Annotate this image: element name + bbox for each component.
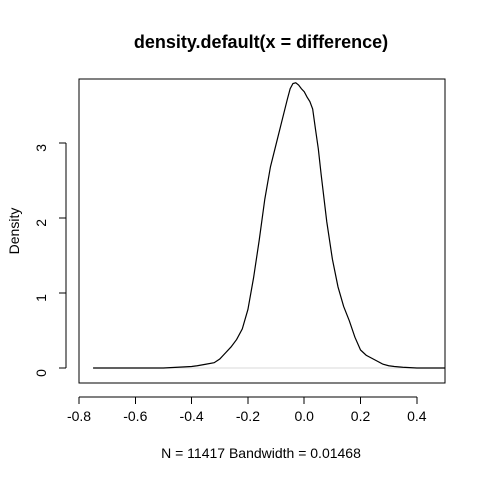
plot-area-frame <box>78 78 446 384</box>
x-tick-label: -0.2 <box>236 408 260 424</box>
y-axis: 0 1 2 3 <box>33 142 67 377</box>
x-tick-label: 0.4 <box>407 408 427 424</box>
y-tick-label: 0 <box>33 369 49 377</box>
y-tick-label: 2 <box>33 219 49 227</box>
x-tick-label: -0.6 <box>123 408 147 424</box>
x-tick-label: 0.0 <box>294 408 314 424</box>
series-group <box>93 82 445 369</box>
x-axis-label: N = 11417 Bandwidth = 0.01468 <box>161 445 361 461</box>
x-tick-label: 0.2 <box>351 408 371 424</box>
density-curve <box>93 82 445 369</box>
y-tick-label: 1 <box>33 294 49 302</box>
y-axis-label: Density <box>6 208 22 255</box>
x-tick-label: -0.4 <box>180 408 204 424</box>
chart-title: density.default(x = difference) <box>134 32 388 52</box>
x-axis: -0.8 -0.6 -0.4 -0.2 0.0 0.2 0.4 <box>67 396 427 424</box>
y-tick-label: 3 <box>33 144 49 152</box>
x-tick-label: -0.8 <box>67 408 91 424</box>
